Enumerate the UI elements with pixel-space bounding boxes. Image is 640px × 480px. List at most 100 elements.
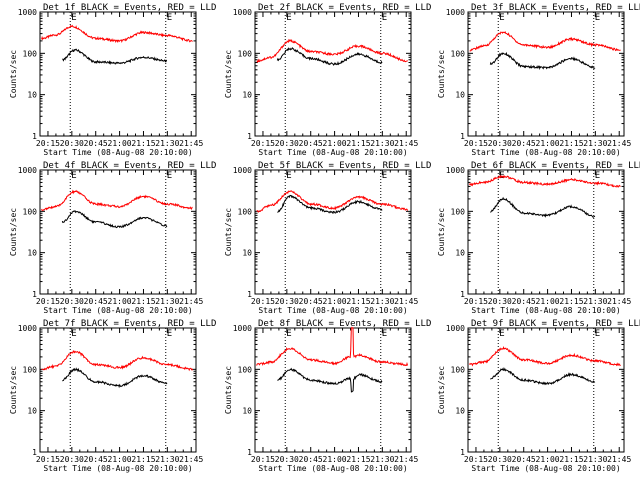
y-tick-label: 1000	[233, 8, 252, 17]
x-tick-label: 20:45	[84, 297, 108, 306]
y-tick-label: 1	[460, 290, 465, 299]
x-tick-label: 21:15	[559, 139, 583, 148]
marker-label: E	[167, 13, 172, 23]
series-black-events-line	[62, 367, 168, 389]
x-tick-label: 21:30	[370, 297, 394, 306]
x-tick-label: 21:45	[394, 139, 418, 148]
panel-det-2: Det 2f BLACK = Events, RED = LLD 1 10 100 10…	[224, 3, 431, 157]
y-tick-label: 10	[242, 91, 252, 100]
y-axis-label: Counts/sec	[9, 208, 18, 256]
panel-det-7: Det 7f BLACK = Events, RED = LLD 1 10 100 10…	[9, 319, 216, 473]
y-tick-label: 10	[27, 249, 37, 258]
x-tick-label: 21:30	[155, 297, 179, 306]
y-axis-label: Counts/sec	[9, 366, 18, 414]
y-tick-label: 1	[247, 132, 252, 141]
panel-title: Det 4f BLACK = Events, RED = LLD	[43, 161, 216, 171]
plot-frame	[254, 169, 412, 295]
x-tick-label: 20:45	[512, 297, 536, 306]
x-tick-label: 21:00	[108, 297, 132, 306]
x-tick-label: 21:45	[179, 297, 203, 306]
y-tick-label: 100	[451, 49, 466, 58]
marker-label: E	[382, 171, 387, 181]
series-red-lld-line	[256, 326, 409, 367]
y-tick-label: 1000	[18, 166, 37, 175]
panel-det-8: Det 8f BLACK = Events, RED = LLD 1 10 100 10…	[224, 319, 431, 473]
x-tick-label: 21:30	[370, 455, 394, 464]
x-tick-label: 21:00	[323, 297, 347, 306]
y-axis-label: Counts/sec	[437, 366, 446, 414]
x-axis-caption: Start Time (08-Aug-08 20:10:00)	[43, 148, 192, 157]
series-black-events-line	[61, 210, 168, 229]
y-tick-label: 1	[460, 448, 465, 457]
x-tick-label: 20:30	[488, 139, 512, 148]
x-tick-label: 20:15	[464, 455, 488, 464]
x-tick-label: 20:15	[464, 139, 488, 148]
x-tick-label: 21:30	[155, 455, 179, 464]
x-tick-label: 20:30	[488, 455, 512, 464]
x-tick-label: 20:45	[84, 139, 108, 148]
series-red-lld-line	[41, 349, 194, 372]
marker-label: E	[499, 329, 504, 339]
y-tick-label: 100	[451, 207, 466, 216]
series-red-lld-line	[41, 24, 193, 44]
series-red-lld-line	[469, 174, 621, 188]
y-tick-label: 10	[455, 407, 465, 416]
x-tick-label: 21:45	[607, 455, 631, 464]
y-tick-label: 10	[242, 407, 252, 416]
x-tick-label: 20:30	[60, 139, 84, 148]
x-tick-label: 20:45	[512, 455, 536, 464]
x-tick-label: 20:30	[275, 139, 299, 148]
y-tick-label: 10	[455, 91, 465, 100]
marker-label: E	[595, 329, 600, 339]
plot-frame	[467, 11, 625, 137]
y-tick-label: 100	[238, 207, 253, 216]
x-axis-caption: Start Time (08-Aug-08 20:10:00)	[258, 464, 407, 473]
plot-frame	[467, 327, 625, 453]
panel-det-4: Det 4f BLACK = Events, RED = LLD 1 10 100 10…	[9, 161, 216, 315]
y-tick-label: 1	[247, 448, 252, 457]
series-black-events-line	[62, 48, 168, 65]
series-red-lld-line	[469, 345, 621, 367]
panel-title: Det 5f BLACK = Events, RED = LLD	[258, 161, 431, 171]
y-tick-label: 1000	[18, 8, 37, 17]
x-axis-caption: Start Time (08-Aug-08 20:10:00)	[471, 464, 620, 473]
x-axis-caption: Start Time (08-Aug-08 20:10:00)	[471, 306, 620, 315]
marker-label: E	[167, 329, 172, 339]
marker-label: E	[71, 13, 76, 23]
x-tick-label: 20:15	[36, 297, 60, 306]
series-black-events-line	[490, 196, 596, 218]
y-tick-label: 10	[455, 249, 465, 258]
panel-title: Det 6f BLACK = Events, RED = LLD	[471, 161, 640, 171]
panel-det-9: Det 9f BLACK = Events, RED = LLD 1 10 100 10…	[437, 319, 640, 473]
x-tick-label: 21:15	[131, 139, 155, 148]
x-tick-label: 21:00	[536, 455, 560, 464]
series-black-events-line	[489, 367, 596, 386]
marker-label: E	[382, 13, 387, 23]
x-tick-label: 20:45	[299, 139, 323, 148]
panel-title: Det 7f BLACK = Events, RED = LLD	[43, 319, 216, 329]
x-tick-label: 21:30	[583, 297, 607, 306]
series-black-events-line	[277, 194, 383, 214]
marker-label: E	[286, 329, 291, 339]
x-tick-label: 21:30	[370, 139, 394, 148]
y-tick-label: 100	[23, 49, 38, 58]
x-axis-caption: Start Time (08-Aug-08 20:10:00)	[258, 306, 407, 315]
series-red-lld-line	[469, 30, 621, 52]
x-axis-caption: Start Time (08-Aug-08 20:10:00)	[258, 148, 407, 157]
panel-title: Det 8f BLACK = Events, RED = LLD	[258, 319, 431, 329]
panel-title: Det 1f BLACK = Events, RED = LLD	[43, 3, 216, 13]
x-tick-label: 20:30	[275, 297, 299, 306]
x-tick-label: 21:15	[346, 297, 370, 306]
y-axis-label: Counts/sec	[224, 50, 233, 98]
x-axis-caption: Start Time (08-Aug-08 20:10:00)	[471, 148, 620, 157]
marker-label: E	[71, 171, 76, 181]
marker-label: E	[595, 13, 600, 23]
x-axis-caption: Start Time (08-Aug-08 20:10:00)	[43, 464, 192, 473]
x-tick-label: 20:45	[512, 139, 536, 148]
x-axis-caption: Start Time (08-Aug-08 20:10:00)	[43, 306, 192, 315]
y-tick-label: 1	[32, 132, 37, 141]
x-tick-label: 21:30	[583, 455, 607, 464]
x-tick-label: 20:15	[36, 139, 60, 148]
y-tick-label: 1000	[233, 324, 252, 333]
